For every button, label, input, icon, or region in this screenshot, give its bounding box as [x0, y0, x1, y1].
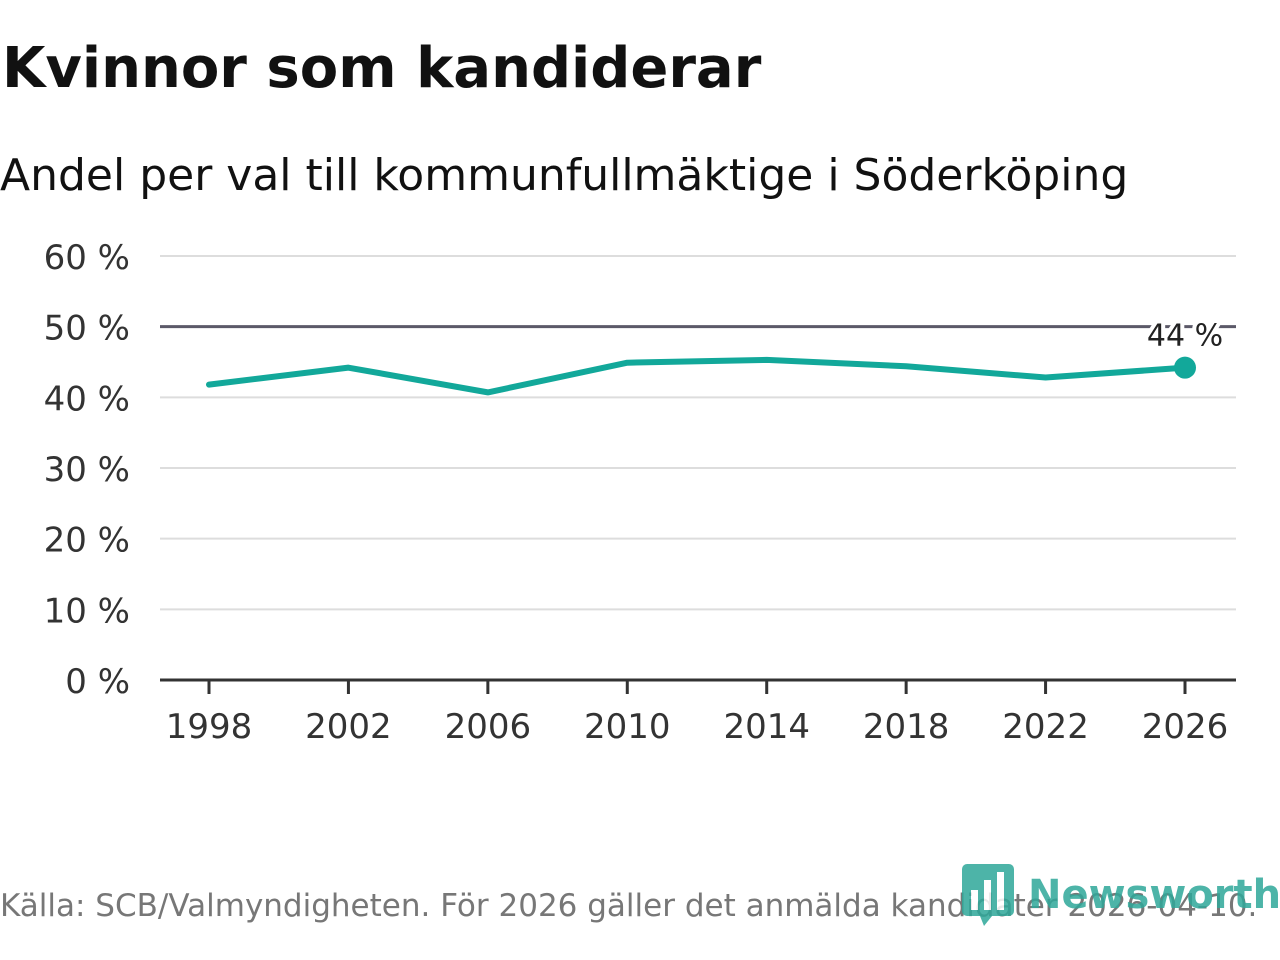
y-tick-label: 30 % [44, 450, 130, 490]
y-tick-label: 50 % [44, 309, 130, 349]
y-tick-label: 20 % [44, 521, 130, 561]
x-tick-label: 1998 [166, 707, 253, 747]
brand-name: Newsworthy [1028, 872, 1280, 918]
series-line-andel-kvinnor [206, 356, 1188, 396]
y-tick-label: 10 % [44, 591, 130, 631]
x-tick-label: 2026 [1142, 707, 1229, 747]
end-value-label-halo: 44 % [1147, 319, 1223, 354]
x-tick-label: 2014 [723, 707, 810, 747]
end-value-label: 44 % [1147, 319, 1223, 354]
x-tick-label: 2010 [584, 707, 671, 747]
x-tick-label: 2002 [305, 707, 392, 747]
y-tick-label: 0 % [65, 662, 130, 702]
source-note: Källa: SCB/Valmyndigheten. För 2026 gäll… [0, 888, 1258, 924]
x-tick-label: 2018 [863, 707, 950, 747]
y-tick-label: 40 % [44, 379, 130, 419]
x-tick-label: 2006 [445, 707, 532, 747]
end-point-marker [1174, 356, 1196, 379]
bar-chart-icon [962, 864, 1014, 926]
newsworthy-logo: Newsworthy [962, 864, 1280, 926]
x-tick-label: 2022 [1002, 707, 1089, 747]
chart-subtitle: Andel per val till kommunfullmäktige i S… [0, 150, 1129, 201]
chart-title: Kvinnor som kandiderar [2, 36, 762, 101]
y-tick-label: 60 % [44, 238, 130, 278]
